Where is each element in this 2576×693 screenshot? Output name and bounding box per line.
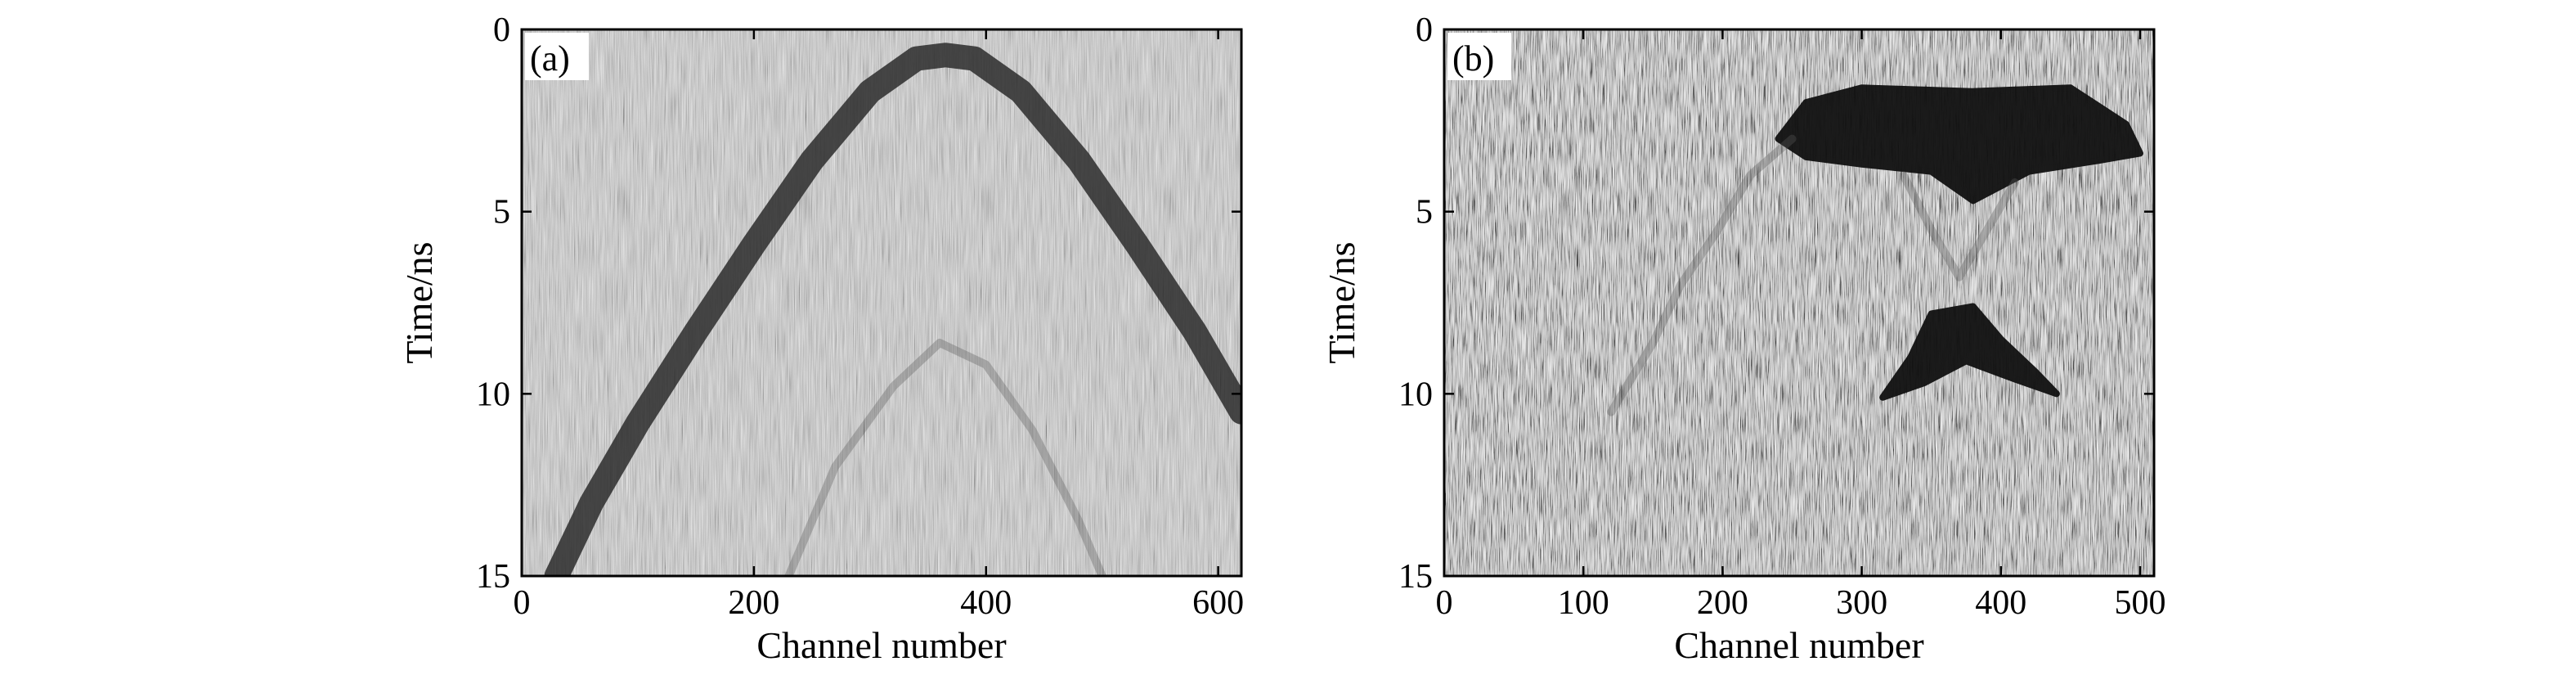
y-tick-label: 0 <box>1416 11 1433 49</box>
reflection-curve-3 <box>1899 171 2019 281</box>
x-tick-label: 400 <box>1975 584 2026 622</box>
x-tick-label: 400 <box>960 584 1012 622</box>
panel-a: 0 200 400 600 0 5 10 15 Channel number Time/ns (a) <box>398 11 1244 666</box>
x-axis-label: Channel number <box>756 624 1006 666</box>
plot-frame <box>1443 28 2156 578</box>
y-tick-label: 5 <box>1416 194 1433 232</box>
panel-label-box <box>525 33 589 80</box>
x-axis-label: Channel number <box>1674 624 1923 666</box>
x-tick-label: 100 <box>1558 584 1609 622</box>
reflection-hyperbola-0 <box>544 43 1241 576</box>
y-tick-label: 15 <box>476 558 510 596</box>
y-tick-label: 5 <box>493 194 510 232</box>
x-tick-label: 0 <box>1436 584 1453 622</box>
panel-label: (b) <box>1452 38 1494 79</box>
reflection-curve-2 <box>1607 134 1797 416</box>
y-tick-label: 15 <box>1398 558 1433 596</box>
panel-label-box <box>1447 33 1511 80</box>
reflection-blob-0 <box>1775 84 2143 205</box>
y-tick-label: 0 <box>493 11 510 49</box>
reflection-hyperbola-1 <box>784 339 1106 576</box>
panel-b: 0 100 200 300 400 500 0 5 10 15 Channel number Time… <box>1321 11 2165 666</box>
reflection-blob-1 <box>1879 303 2060 401</box>
y-tick-label: 10 <box>1398 376 1433 413</box>
noise-texture <box>522 29 1241 576</box>
plot-frame <box>520 28 1243 578</box>
x-tick-label: 200 <box>1697 584 1748 622</box>
x-tick-label: 600 <box>1192 584 1244 622</box>
y-tick-label: 10 <box>476 376 510 413</box>
y-axis-label: Time/ns <box>398 241 440 363</box>
panel-label: (a) <box>530 38 570 79</box>
x-tick-label: 200 <box>728 584 779 622</box>
x-tick-label: 0 <box>514 584 531 622</box>
x-tick-label: 500 <box>2114 584 2165 622</box>
x-tick-label: 300 <box>1836 584 1887 622</box>
y-axis-label: Time/ns <box>1321 241 1362 363</box>
